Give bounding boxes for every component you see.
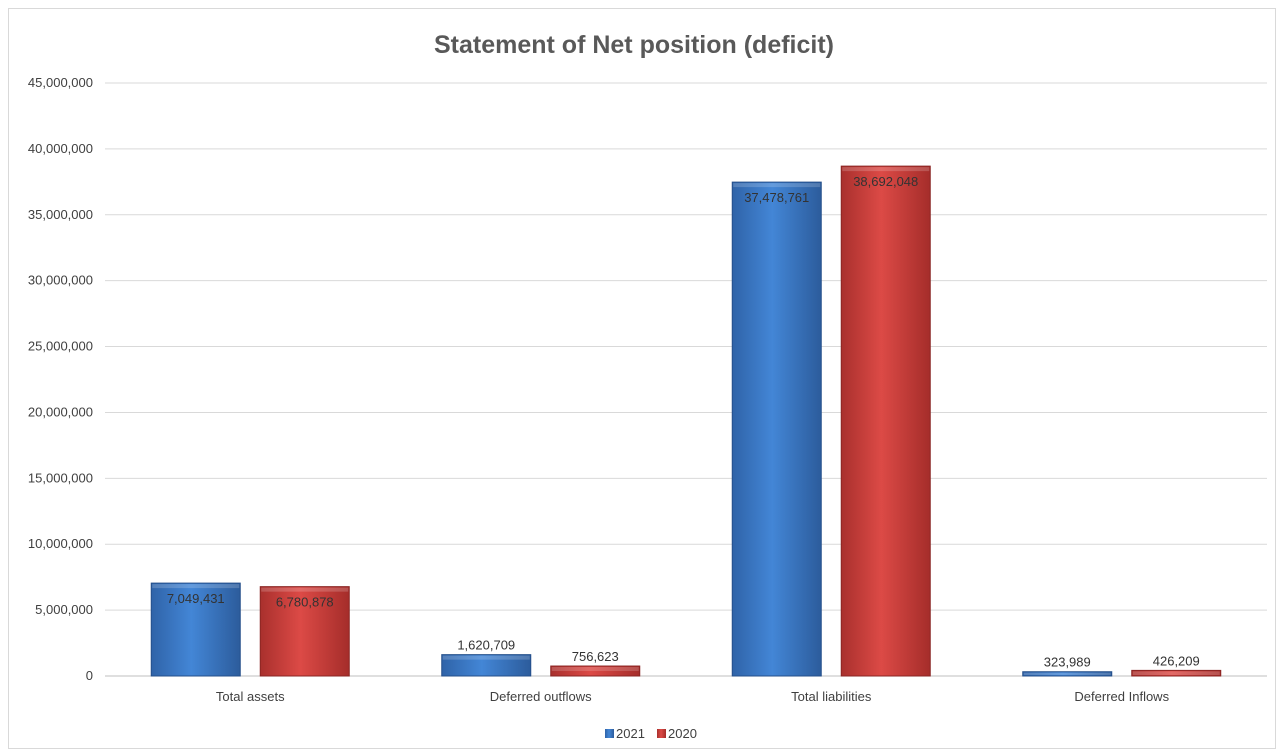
bar-bevel: [442, 655, 530, 660]
chart-canvas: Statement of Net position (deficit) 0 5,0…: [28, 31, 1267, 741]
bar-2021-3: [1022, 671, 1113, 677]
bars: [150, 165, 1222, 677]
bar-bevel: [1132, 671, 1220, 675]
legend: 2021 2020: [605, 726, 697, 741]
x-category-label: Deferred outflows: [490, 689, 592, 704]
y-axis-ticks: 0 5,000,000 10,000,000 15,000,000 20,000,000…: [28, 75, 93, 683]
data-label: 37,478,761: [744, 190, 809, 205]
bar-bevel: [733, 183, 821, 188]
bar-bevel: [152, 584, 240, 589]
legend-swatch-2021: [605, 729, 614, 738]
y-tick-label: 45,000,000: [28, 75, 93, 90]
bar-bevel: [551, 667, 639, 672]
y-tick-label: 0: [86, 668, 93, 683]
y-tick-label: 35,000,000: [28, 207, 93, 222]
y-tick-label: 15,000,000: [28, 470, 93, 485]
bar-2021-2: [731, 181, 822, 677]
y-tick-label: 5,000,000: [35, 602, 93, 617]
bar-bevel: [261, 587, 349, 592]
x-category-label: Total assets: [216, 689, 285, 704]
bar-2021-0: [150, 582, 241, 677]
y-tick-label: 30,000,000: [28, 273, 93, 288]
legend-swatch-2020: [657, 729, 666, 738]
data-label: 1,620,709: [457, 638, 515, 653]
x-axis-categories: Total assets Deferred outflows Total liabi…: [216, 689, 1170, 704]
bar-2020-3: [1131, 669, 1222, 677]
data-label: 426,209: [1153, 653, 1200, 668]
legend-label: 2020: [668, 726, 697, 741]
data-labels: 7,049,431 6,780,878 1,620,709 756,623 37,478…: [167, 174, 1200, 670]
y-tick-label: 40,000,000: [28, 141, 93, 156]
bar-2020-1: [550, 665, 641, 677]
x-category-label: Deferred Inflows: [1074, 689, 1169, 704]
chart-title: Statement of Net position (deficit): [434, 31, 834, 59]
chart-area: Statement of Net position (deficit) 0 5,0…: [8, 8, 1276, 749]
bar-bevel: [842, 167, 930, 172]
bar-bevel: [1023, 672, 1111, 675]
data-label: 7,049,431: [167, 591, 225, 606]
data-label: 323,989: [1044, 655, 1091, 670]
y-tick-label: 20,000,000: [28, 404, 93, 419]
bar-2020-2: [840, 165, 931, 677]
y-tick-label: 10,000,000: [28, 536, 93, 551]
legend-label: 2021: [616, 726, 645, 741]
bar-2021-1: [441, 654, 532, 677]
data-label: 756,623: [572, 649, 619, 664]
data-label: 6,780,878: [276, 595, 334, 610]
x-category-label: Total liabilities: [791, 689, 872, 704]
data-label: 38,692,048: [853, 174, 918, 189]
y-tick-label: 25,000,000: [28, 339, 93, 354]
bar-2020-0: [259, 586, 350, 677]
